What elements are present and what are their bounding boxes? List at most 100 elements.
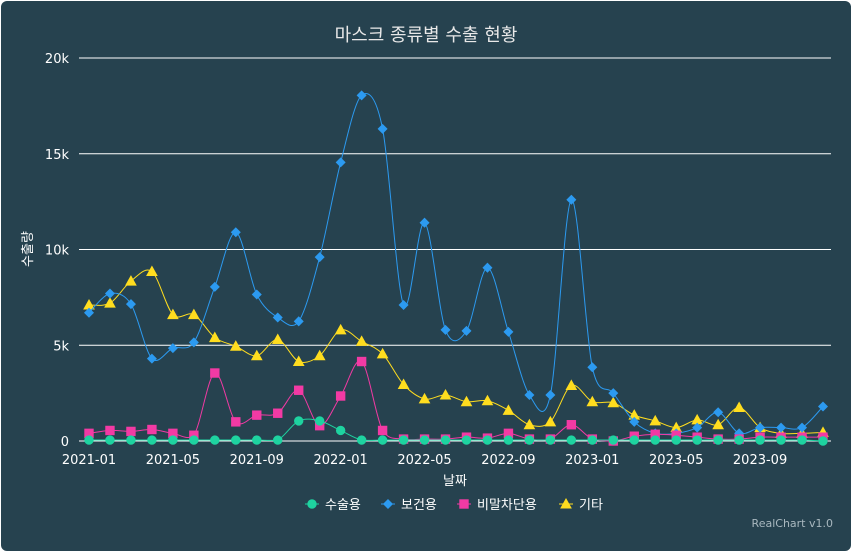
data-point [105, 435, 115, 445]
data-point [503, 326, 514, 337]
data-point [231, 417, 241, 427]
legend-label: 수술용 [325, 498, 361, 513]
x-tick-label: 2022-01 [313, 453, 367, 468]
data-point [502, 404, 515, 415]
data-point [147, 424, 157, 435]
data-point [482, 262, 493, 273]
x-tick-label: 2023-01 [565, 453, 619, 468]
data-point [607, 396, 620, 408]
data-point [692, 422, 703, 433]
legend-item[interactable]: 기타 [559, 497, 603, 513]
data-point [125, 299, 136, 310]
series-3 [84, 356, 828, 446]
data-point [146, 353, 157, 364]
data-point [376, 347, 389, 359]
series-line [88, 93, 824, 435]
x-tick-label: 2022-05 [397, 453, 451, 468]
data-point [776, 422, 787, 433]
data-point [104, 288, 115, 299]
data-point [755, 422, 766, 433]
data-point [188, 337, 199, 348]
data-point [377, 123, 388, 134]
x-tick-label: 2022-09 [481, 453, 535, 468]
data-point [273, 408, 283, 418]
legend-marker [307, 499, 317, 509]
data-point [713, 407, 724, 418]
data-point [126, 426, 136, 437]
series-2 [83, 90, 829, 439]
data-point [230, 227, 241, 238]
data-point [335, 391, 346, 401]
data-point [188, 308, 200, 320]
data-point [83, 299, 95, 310]
data-point [314, 252, 325, 263]
data-point [440, 324, 451, 335]
legend-label: 비말차단용 [477, 498, 537, 513]
series-layer [83, 90, 829, 446]
series-line [88, 269, 824, 435]
data-point [797, 422, 808, 433]
data-point [545, 390, 556, 401]
data-point [167, 343, 178, 354]
y-tick-label: 20k [45, 52, 70, 67]
data-point [418, 392, 431, 404]
y-tick-label: 0 [61, 435, 69, 450]
data-point [292, 355, 305, 367]
data-point [817, 401, 829, 412]
data-point [168, 435, 178, 445]
data-point [271, 333, 284, 345]
data-point [776, 435, 786, 445]
data-point [755, 435, 765, 445]
data-point [503, 435, 514, 445]
data-point [566, 435, 577, 445]
data-point [692, 435, 702, 445]
data-point [523, 418, 536, 430]
data-point [210, 435, 220, 445]
x-tick-label: 2023-09 [733, 453, 787, 468]
data-point [691, 413, 704, 425]
data-point [167, 308, 179, 320]
data-point [461, 325, 472, 336]
data-point [586, 395, 599, 407]
data-point [545, 435, 556, 445]
data-point [377, 425, 388, 436]
data-point [733, 401, 745, 412]
data-point [356, 90, 367, 101]
data-point [126, 435, 136, 445]
data-point [440, 435, 451, 445]
data-point [229, 340, 242, 351]
data-point [84, 435, 94, 445]
legend-marker [459, 499, 469, 509]
data-point [544, 415, 557, 427]
data-point [398, 300, 409, 311]
series-1 [84, 416, 828, 446]
x-axis-title: 날짜 [443, 474, 467, 489]
data-point [189, 435, 199, 445]
data-point [147, 435, 157, 445]
data-point [461, 435, 472, 445]
x-tick-label: 2021-09 [230, 453, 284, 468]
data-point [566, 420, 577, 430]
data-point [608, 435, 618, 445]
data-point [356, 435, 367, 445]
chart-title: 마스크 종류별 수출 현황 [335, 25, 518, 46]
data-point [524, 390, 535, 401]
data-point [250, 349, 263, 361]
data-point [104, 297, 116, 308]
data-point [629, 416, 640, 427]
y-axis-title: 수출량 [21, 231, 36, 267]
legend-item[interactable]: 비말차단용 [457, 498, 537, 513]
legend-item[interactable]: 보건용 [381, 498, 437, 513]
data-point [252, 410, 262, 420]
legend-item[interactable]: 수술용 [305, 498, 361, 513]
legend-label: 보건용 [401, 498, 437, 513]
data-point [439, 389, 452, 400]
data-point [797, 435, 807, 445]
y-axis-ticks: 0 5k 10k 15k 20k [45, 52, 70, 450]
data-point [713, 435, 723, 445]
data-point [313, 349, 326, 361]
data-point [105, 425, 115, 436]
legend-label: 기타 [579, 498, 603, 513]
